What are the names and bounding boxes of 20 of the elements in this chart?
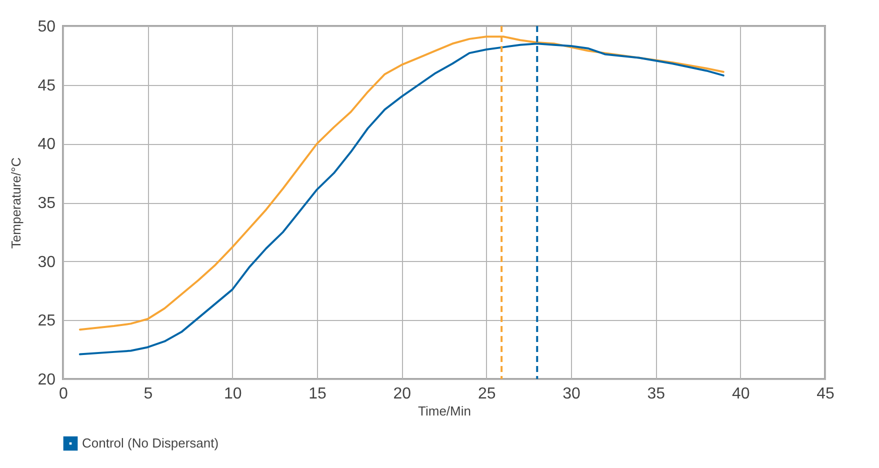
x-tick-label: 5 [144, 386, 153, 402]
x-tick-label: 20 [393, 386, 412, 402]
x-tick-label: 15 [308, 386, 326, 402]
y-tick-label: 20 [38, 372, 56, 388]
y-tick-label: 25 [38, 312, 56, 330]
x-tick-label: 10 [224, 386, 242, 402]
x-tick-label: 40 [732, 386, 750, 402]
y-tick-label: 40 [38, 136, 56, 154]
y-axis-title: Temperature/°C [8, 157, 24, 249]
y-tick-label: 35 [38, 195, 56, 212]
x-tick-label: 45 [816, 386, 834, 402]
legend-label: Control (No Dispersant) [82, 436, 219, 450]
y-tick-label: 30 [38, 254, 56, 271]
x-tick-label: 30 [562, 386, 580, 402]
y-tick-label: 45 [38, 77, 56, 94]
x-tick-label: 0 [59, 386, 68, 402]
x-tick-label: 35 [647, 386, 666, 402]
y-tick-label: 50 [38, 18, 56, 36]
x-tick-label: 25 [478, 386, 496, 402]
x-axis-title: Time/Min [418, 404, 471, 418]
